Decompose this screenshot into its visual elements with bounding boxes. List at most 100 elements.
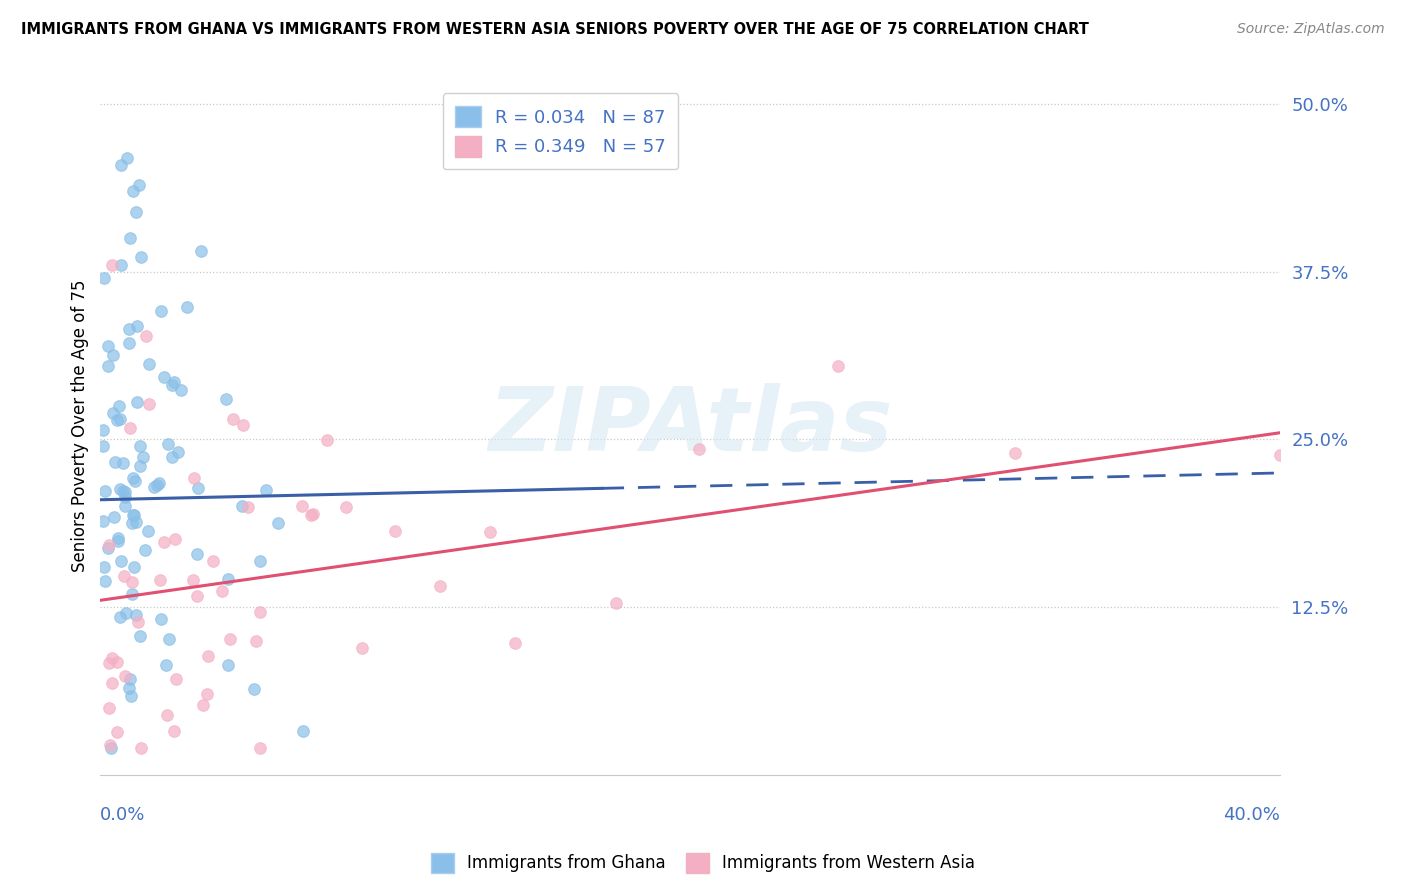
Point [315, 433, 337, 447]
Point [121, 185, 143, 199]
Point [101, 676, 124, 690]
Point [98, 538, 121, 552]
Point [299, 508, 322, 523]
Point [211, 584, 233, 599]
Point [187, 481, 209, 495]
Point [503, 636, 526, 650]
Point [108, 482, 131, 496]
Text: 40.0%: 40.0% [1223, 806, 1281, 824]
Point [118, 681, 141, 695]
Point [165, 533, 187, 547]
Point [98, 738, 121, 752]
Point [827, 359, 849, 373]
Point [222, 412, 245, 426]
Point [118, 231, 141, 245]
Point [429, 579, 451, 593]
Point [110, 258, 132, 272]
Point [112, 484, 135, 499]
Point [138, 397, 160, 411]
Point [218, 632, 240, 646]
Point [163, 376, 186, 390]
Point [176, 300, 198, 314]
Point [93, 559, 115, 574]
Point [101, 406, 124, 420]
Point [101, 348, 124, 362]
Point [122, 508, 145, 523]
Point [124, 508, 146, 522]
Point [97, 541, 120, 556]
Point [122, 471, 145, 485]
Point [249, 554, 271, 568]
Point [93, 483, 115, 498]
Point [129, 740, 152, 755]
Text: IMMIGRANTS FROM GHANA VS IMMIGRANTS FROM WESTERN ASIA SENIORS POVERTY OVER THE A: IMMIGRANTS FROM GHANA VS IMMIGRANTS FROM… [21, 22, 1090, 37]
Point [91, 423, 114, 437]
Point [249, 740, 271, 755]
Point [350, 640, 373, 655]
Point [121, 587, 143, 601]
Point [128, 178, 150, 192]
Point [128, 439, 150, 453]
Point [127, 394, 149, 409]
Point [201, 554, 224, 568]
Point [254, 483, 277, 497]
Point [1004, 446, 1026, 460]
Point [479, 524, 502, 539]
Point [131, 251, 153, 265]
Point [170, 383, 193, 397]
Y-axis label: Seniors Poverty Over the Age of 75: Seniors Poverty Over the Age of 75 [72, 280, 89, 573]
Point [114, 669, 136, 683]
Point [215, 392, 238, 406]
Point [108, 412, 131, 426]
Point [91, 514, 114, 528]
Point [122, 560, 145, 574]
Point [152, 369, 174, 384]
Point [148, 476, 170, 491]
Point [127, 318, 149, 333]
Point [183, 471, 205, 485]
Point [128, 629, 150, 643]
Point [249, 605, 271, 619]
Text: 0.0%: 0.0% [100, 806, 146, 824]
Point [98, 700, 121, 714]
Point [291, 500, 314, 514]
Point [124, 608, 146, 623]
Point [107, 531, 129, 545]
Point [165, 672, 187, 686]
Point [160, 378, 183, 392]
Point [245, 633, 267, 648]
Point [232, 417, 254, 432]
Point [120, 689, 142, 703]
Point [117, 321, 139, 335]
Point [150, 304, 173, 318]
Point [302, 507, 325, 521]
Point [128, 459, 150, 474]
Point [236, 500, 259, 515]
Point [114, 485, 136, 500]
Point [125, 515, 148, 529]
Point [217, 572, 239, 586]
Point [186, 547, 208, 561]
Point [688, 442, 710, 456]
Point [124, 475, 146, 489]
Point [110, 610, 132, 624]
Legend: Immigrants from Ghana, Immigrants from Western Asia: Immigrants from Ghana, Immigrants from W… [423, 847, 983, 880]
Point [384, 524, 406, 538]
Point [101, 258, 124, 272]
Legend: R = 0.034   N = 87, R = 0.349   N = 57: R = 0.034 N = 87, R = 0.349 N = 57 [443, 94, 679, 169]
Point [134, 543, 156, 558]
Text: Source: ZipAtlas.com: Source: ZipAtlas.com [1237, 22, 1385, 37]
Point [98, 657, 121, 671]
Point [136, 524, 159, 538]
Point [118, 421, 141, 435]
Point [112, 568, 135, 582]
Point [103, 510, 125, 524]
Point [155, 657, 177, 672]
Point [186, 589, 208, 603]
Point [91, 439, 114, 453]
Point [163, 724, 186, 739]
Point [94, 574, 117, 589]
Point [195, 687, 218, 701]
Point [162, 450, 184, 464]
Point [291, 723, 314, 738]
